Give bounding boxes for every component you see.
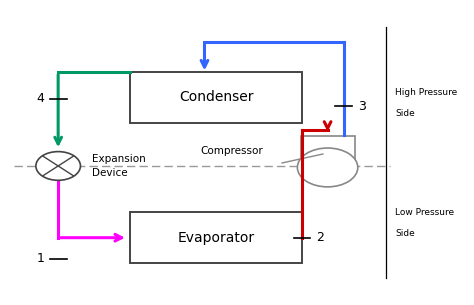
Circle shape: [297, 148, 358, 187]
Text: 2: 2: [316, 231, 324, 244]
Text: 4: 4: [36, 92, 44, 105]
Bar: [130, 212, 302, 263]
Text: Expansion: Expansion: [92, 154, 146, 164]
Text: Condenser: Condenser: [179, 90, 253, 104]
Bar: [301, 136, 355, 166]
Text: Evaporator: Evaporator: [178, 231, 255, 245]
Text: 1: 1: [36, 252, 44, 265]
Text: Low Pressure: Low Pressure: [395, 208, 454, 217]
Text: Device: Device: [92, 167, 128, 178]
Text: 3: 3: [358, 100, 365, 113]
Text: Compressor: Compressor: [201, 146, 264, 156]
Circle shape: [36, 152, 81, 180]
Text: Side: Side: [395, 109, 415, 118]
Text: High Pressure: High Pressure: [395, 88, 457, 97]
Bar: [130, 72, 302, 123]
Text: Side: Side: [395, 229, 415, 238]
